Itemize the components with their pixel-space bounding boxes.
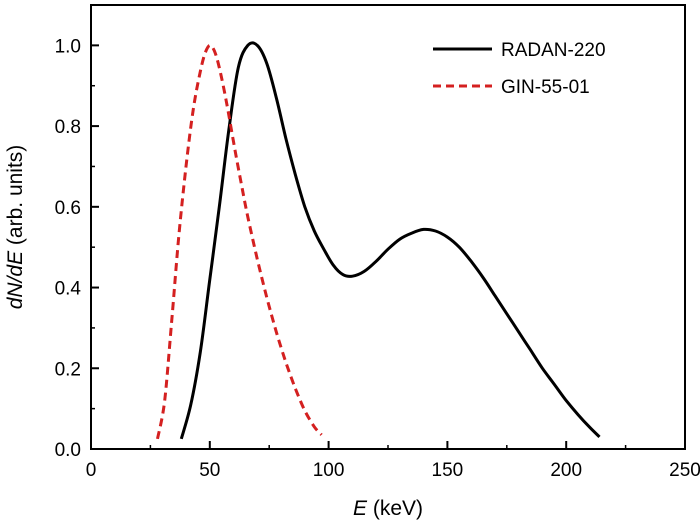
- legend-label-gin: GIN-55-01: [501, 77, 590, 98]
- legend: RADAN-220 GIN-55-01: [433, 40, 606, 98]
- x-tick-label: 150: [432, 460, 464, 481]
- y-tick-label: 0.2: [55, 359, 81, 380]
- x-tick-label: 0: [86, 460, 97, 481]
- x-tick-label: 250: [669, 460, 700, 481]
- y-tick-label: 1.0: [55, 36, 81, 57]
- y-tick-label: 0.8: [55, 117, 81, 138]
- y-axis-label-rest: (arb. units): [4, 145, 27, 251]
- x-tick-label: 100: [313, 460, 345, 481]
- y-tick-label: 0.0: [55, 440, 81, 461]
- y-tick-label: 0.4: [55, 279, 82, 300]
- x-tick-label: 50: [199, 460, 220, 481]
- y-axis-label: dN/dE (arb. units): [4, 145, 27, 310]
- y-axis-label-italic: dN/dE: [4, 250, 27, 309]
- x-axis-label-rest: (keV): [367, 497, 423, 520]
- legend-label-radan: RADAN-220: [501, 40, 606, 61]
- series-layer: [156, 41, 601, 440]
- x-axis-label: E (keV): [353, 497, 423, 520]
- x-tick-label: 200: [550, 460, 582, 481]
- x-axis-label-italic: E: [353, 497, 368, 520]
- series-line-gin: [156, 43, 323, 440]
- ticks-layer: 0 50 100 150 200 250 0.0 0.2 0.4 0.6 0.8 1.0: [55, 4, 700, 481]
- series-line-radan: [179, 41, 601, 440]
- y-tick-label: 0.6: [55, 198, 81, 219]
